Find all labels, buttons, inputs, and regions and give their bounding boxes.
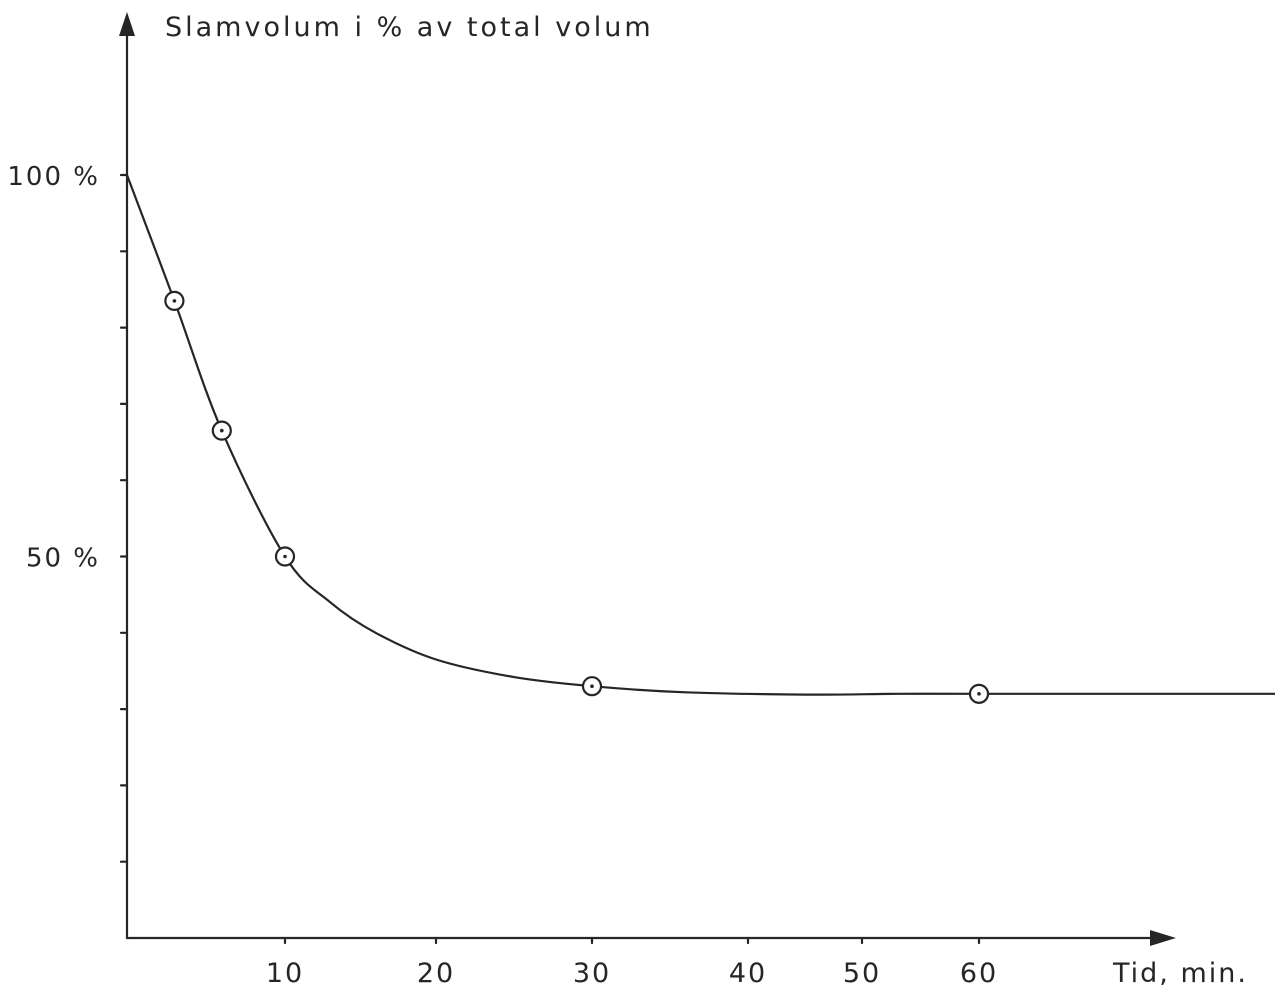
data-point-center — [283, 554, 287, 559]
x-tick-labels: 10 20 30 40 50 60 — [266, 958, 998, 989]
y-tick-label-100: 100 % — [7, 162, 100, 192]
data-point-2 — [211, 420, 232, 441]
data-point-4 — [581, 676, 603, 697]
x-axis-title: Tid, min. — [1112, 958, 1248, 989]
x-tick-label-40: 40 — [729, 958, 767, 989]
data-point-center — [172, 299, 177, 303]
y-ticks — [119, 173, 129, 863]
y-axis-arrowhead — [119, 12, 135, 36]
x-tick-label-60: 60 — [960, 958, 998, 989]
axes — [119, 12, 1176, 946]
data-markers — [164, 290, 990, 704]
data-point-center — [590, 684, 594, 689]
y-tick-label-50: 50 % — [26, 544, 100, 574]
data-point-center — [220, 428, 224, 433]
x-tick-label-20: 20 — [417, 958, 455, 989]
settling-curve-line — [125, 173, 1275, 696]
x-ticks — [283, 936, 981, 945]
x-tick-label-30: 30 — [573, 958, 611, 989]
data-point-5 — [968, 683, 990, 704]
data-point-center — [977, 692, 981, 696]
data-point-3 — [274, 546, 296, 567]
y-tick-labels: 100 % 50 % — [7, 162, 100, 574]
data-point-1 — [164, 290, 185, 311]
x-tick-label-50: 50 — [843, 958, 881, 989]
y-axis-title: Slamvolum i % av total volum — [165, 12, 654, 43]
x-tick-label-10: 10 — [266, 958, 304, 989]
x-axis-arrowhead — [1150, 930, 1176, 946]
